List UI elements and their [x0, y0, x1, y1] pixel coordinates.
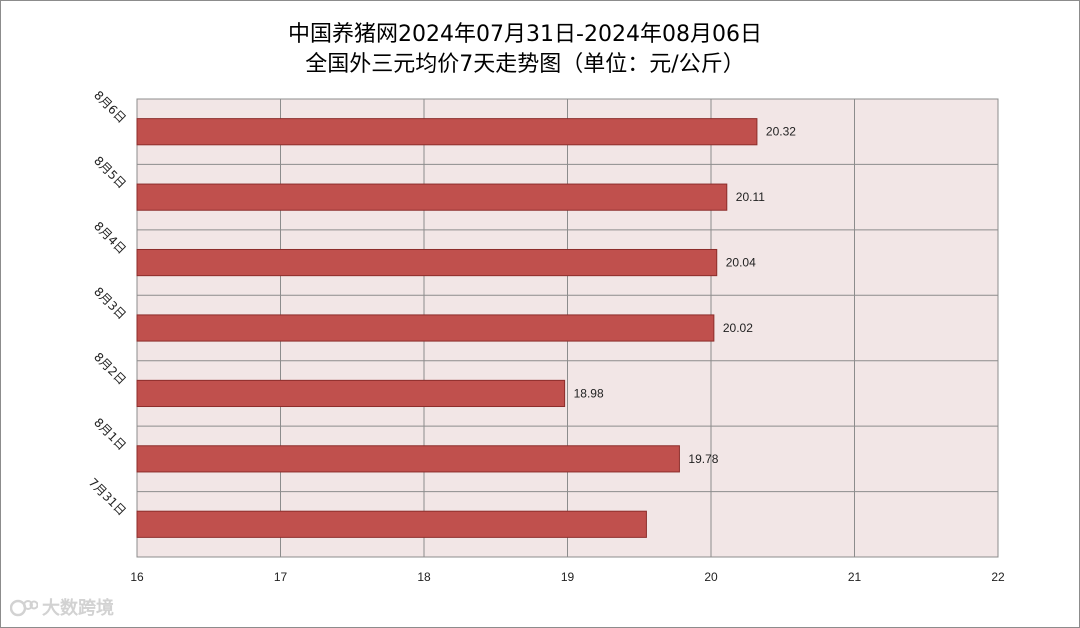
y-tick-label: 8月2日	[91, 350, 129, 388]
chart-title: 中国养猪网2024年07月31日-2024年08月06日 全国外三元均价7天走势…	[0, 20, 1050, 80]
y-tick-label: 8月4日	[91, 219, 129, 257]
x-tick-label: 20	[704, 570, 718, 584]
data-label: 20.04	[726, 256, 756, 270]
watermark-text: 大数跨境	[42, 598, 114, 619]
bars-group	[136, 118, 758, 538]
x-tick-label: 16	[130, 570, 144, 584]
chart-title-line-1: 中国养猪网2024年07月31日-2024年08月06日	[288, 22, 762, 47]
bar	[136, 118, 758, 146]
y-tick-label: 8月5日	[91, 154, 129, 192]
brand-logo-icon	[9, 596, 39, 618]
bar	[136, 510, 647, 538]
y-tick-label: 8月3日	[91, 284, 129, 322]
data-label: 18.98	[574, 386, 604, 400]
y-tick-label: 8月1日	[91, 415, 129, 453]
bar	[136, 379, 566, 408]
x-tick-label: 18	[417, 570, 431, 584]
data-label: 19.78	[688, 452, 718, 466]
x-tick-label: 22	[991, 570, 1005, 584]
x-tick-label: 17	[274, 570, 288, 584]
data-label: 20.02	[723, 321, 753, 335]
data-labels-group: 20.32 20.11 20.04 20.02 18.98 19.78	[574, 125, 797, 466]
x-tick-label: 19	[561, 570, 575, 584]
bar	[136, 314, 715, 342]
bar	[136, 183, 728, 211]
gridlines	[136, 99, 999, 557]
y-tick-label: 7月31日	[86, 475, 129, 518]
y-axis-ticks: 8月6日 8月5日 8月4日 8月3日 8月2日 8月1日 7月31日	[86, 88, 129, 518]
bar	[136, 248, 718, 277]
y-tick-label: 8月6日	[91, 88, 129, 126]
x-tick-label: 21	[848, 570, 862, 584]
data-label: 20.32	[766, 125, 796, 139]
watermark: 大数跨境	[9, 594, 114, 620]
x-axis-ticks: 16 17 18 19 20 21 22	[130, 570, 1005, 584]
chart-title-line-2: 全国外三元均价7天走势图（单位：元/公斤）	[305, 52, 745, 77]
bar	[136, 445, 680, 473]
data-label: 20.11	[736, 190, 765, 204]
